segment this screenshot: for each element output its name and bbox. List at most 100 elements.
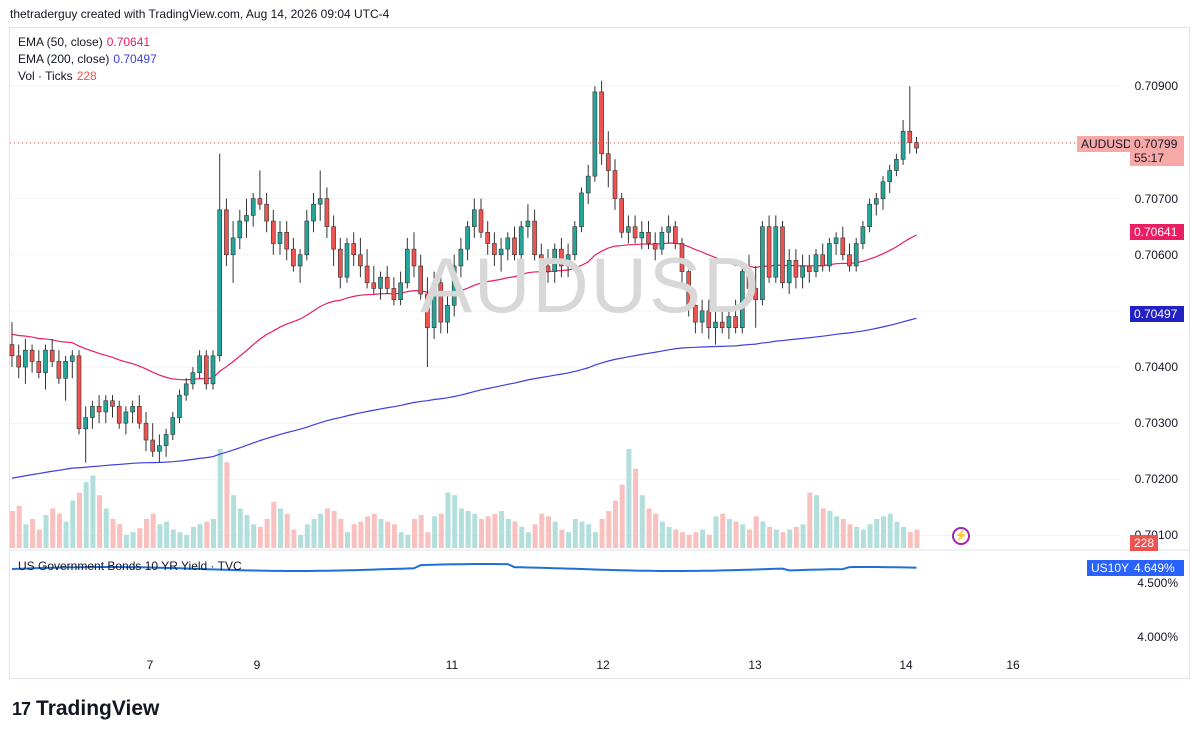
us10y-axis-label: 4.500% (1137, 576, 1178, 590)
volume-bar (800, 524, 806, 548)
volume-bar (97, 495, 103, 548)
candle-body (210, 355, 216, 385)
volume-bar (539, 513, 545, 548)
volume-bar (251, 524, 257, 548)
candle-body (887, 170, 893, 183)
candle-body (418, 265, 424, 295)
chart-frame (9, 27, 1190, 679)
volume-bar (693, 532, 699, 548)
volume-bar (666, 526, 672, 548)
candle-body (324, 198, 330, 227)
volume-bar (345, 532, 350, 548)
volume-bar (190, 526, 196, 548)
volume-bar (184, 534, 190, 548)
volume-bar (686, 534, 692, 548)
volume-bar (586, 524, 592, 548)
candle-body (726, 316, 732, 329)
legend-volume-value: 228 (76, 69, 97, 83)
volume-bar (552, 521, 558, 548)
candle-body (351, 243, 357, 256)
volume-bar (43, 515, 49, 548)
candle-body (458, 248, 464, 267)
volume-bar (840, 518, 846, 548)
legend-ema50[interactable]: EMA (50, close) 0.70641 (18, 35, 150, 49)
candle-body (130, 406, 135, 413)
volume-bar (619, 484, 625, 548)
volume-bar (331, 511, 337, 548)
volume-bar (807, 492, 813, 548)
volume-bar (77, 492, 82, 548)
volume-bar (592, 532, 598, 548)
candle-body (157, 445, 162, 452)
legend-volume-label: Vol · Ticks (18, 69, 73, 83)
candle-body (605, 153, 611, 171)
price-axis-label: 0.70200 (1134, 472, 1178, 487)
candle-body (867, 203, 872, 227)
candle-body (284, 231, 290, 250)
candles[interactable] (9, 80, 919, 463)
candle-body (49, 349, 55, 362)
volume-bar (525, 532, 531, 548)
time-axis-label: 9 (253, 658, 261, 672)
candle-body (914, 142, 919, 149)
candle-body (364, 265, 370, 284)
candle-body (177, 394, 182, 418)
candle-body (16, 355, 22, 368)
volume-bar (304, 524, 310, 548)
candle-body (478, 209, 484, 233)
volume-bar (110, 518, 116, 548)
candle-body (297, 254, 303, 267)
volume-bar (405, 534, 411, 548)
volume-bar (505, 518, 511, 548)
candle-body (632, 226, 638, 239)
candle-body (83, 417, 88, 430)
candle-body (646, 231, 651, 244)
volume-bar (780, 532, 786, 548)
volume-bar (787, 529, 793, 548)
candle-body (619, 198, 625, 233)
volume-bar (70, 500, 76, 548)
volume-bar (170, 529, 176, 548)
candle-body (270, 220, 276, 244)
volume-bar (217, 449, 223, 548)
candle-body (559, 248, 564, 267)
time-axis-label: 16 (1006, 658, 1020, 672)
price-axis-label: 0.70900 (1134, 79, 1178, 94)
volume-bar (231, 495, 237, 548)
candle-body (599, 91, 604, 154)
candle-body (425, 293, 430, 329)
candle-body (197, 355, 202, 373)
ema200-line (11, 317, 917, 479)
time-axis-label: 13 (748, 658, 762, 672)
candle-body (492, 243, 497, 256)
us10y-pane-label[interactable]: US Government Bonds 10 YR Yield · TVC (18, 559, 242, 573)
lightning-icon[interactable]: ⚡ (952, 527, 970, 545)
candle-body (760, 226, 765, 300)
volume-bar (298, 534, 304, 548)
ema50-line (11, 234, 917, 381)
tradingview-brand[interactable]: 17 TradingView (12, 697, 159, 721)
candle-body (304, 220, 310, 256)
price-axis-label: 0.70400 (1134, 360, 1178, 375)
candle-body (23, 349, 28, 368)
candle-body (9, 344, 15, 357)
candle-body (813, 254, 819, 272)
candle-body (264, 203, 269, 222)
volume-bar (887, 513, 893, 548)
candle-body (150, 439, 155, 452)
legend-ema200[interactable]: EMA (200, close) 0.70497 (18, 52, 157, 66)
legend-volume[interactable]: Vol · Ticks 228 (18, 69, 97, 83)
candle-body (793, 260, 799, 278)
volume-bar (452, 495, 458, 548)
volume-bar (907, 532, 913, 548)
candle-body (217, 209, 222, 357)
volume-bar (827, 511, 833, 548)
volume-bar (150, 513, 156, 548)
candle-body (384, 276, 390, 289)
volume-bar (465, 511, 471, 548)
candle-body (110, 400, 115, 407)
candle-body (545, 265, 551, 272)
candle-body (76, 355, 82, 430)
volume-bar (371, 513, 377, 548)
